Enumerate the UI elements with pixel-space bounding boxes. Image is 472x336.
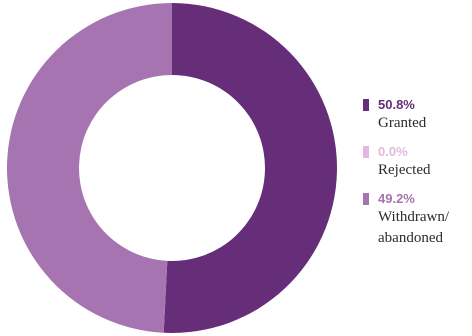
legend-swatch-rejected <box>363 146 369 158</box>
legend-item-rejected: 0.0% Rejected <box>361 143 469 181</box>
legend-value-granted: 50.8% <box>378 97 415 112</box>
legend-label-granted: Granted <box>378 115 427 131</box>
legend-label-rejected: Rejected <box>378 162 431 178</box>
donut-slice-0 <box>163 3 338 334</box>
legend-value-rejected: 0.0% <box>378 144 408 159</box>
legend-value-withdrawn: 49.2% <box>378 191 415 206</box>
donut-slice-2 <box>7 3 173 333</box>
legend-swatch-withdrawn <box>363 193 369 205</box>
legend-item-withdrawn: 49.2% Withdrawn/ abandoned <box>361 190 469 249</box>
chart-legend: 50.8% Granted 0.0% Rejected 49.2% Withdr… <box>361 96 469 258</box>
legend-item-granted: 50.8% Granted <box>361 96 469 134</box>
legend-swatch-granted <box>363 99 369 111</box>
legend-label-withdrawn: Withdrawn/ abandoned <box>378 209 450 246</box>
